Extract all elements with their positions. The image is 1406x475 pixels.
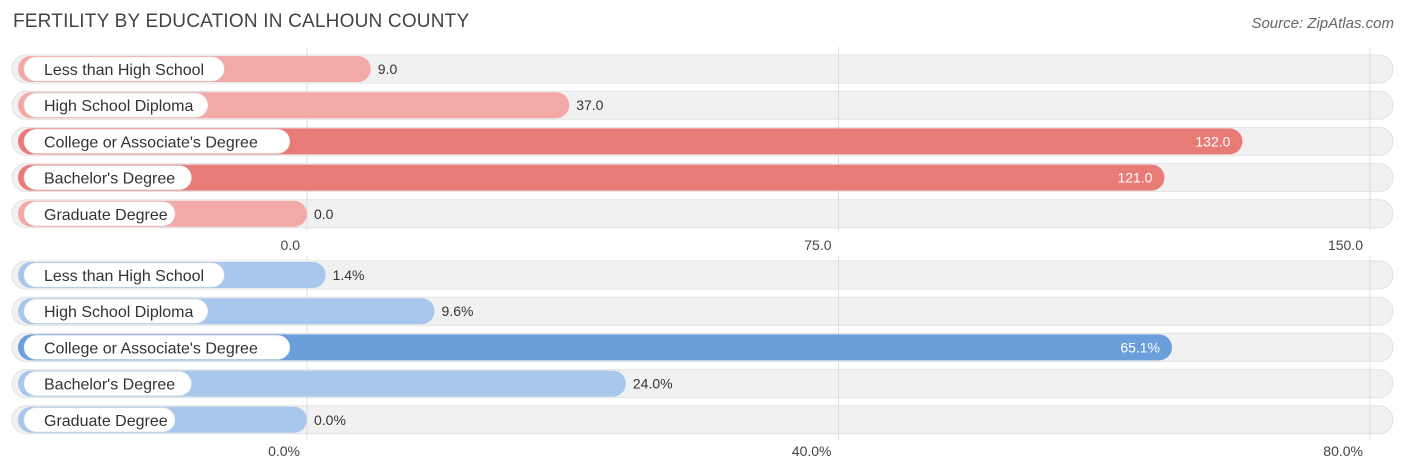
category-pill [23, 92, 209, 118]
category-pill [23, 371, 192, 396]
category-label: College or Associate's Degree [44, 134, 258, 151]
tick-label: 0.0 [281, 237, 301, 253]
tick-label: 150.0 [1328, 237, 1363, 253]
bar-college-or-associate-s-degree [18, 128, 1243, 155]
value-label: 132.0 [1195, 133, 1230, 149]
value-label: 9.0 [378, 61, 398, 77]
chart-title: FERTILITY BY EDUCATION IN CALHOUN COUNTY [13, 11, 470, 32]
value-label: 9.6% [442, 303, 474, 319]
tick-label: 80.0% [1323, 443, 1363, 459]
category-pill [23, 165, 192, 190]
category-label: College or Associate's Degree [44, 340, 258, 357]
category-label: Less than High School [44, 62, 204, 79]
value-label: 0.0 [314, 206, 334, 222]
category-label: Graduate Degree [44, 413, 168, 430]
tick-label: 40.0% [792, 443, 832, 459]
bar-college-or-associate-s-degree [18, 334, 1173, 361]
tick-label: 75.0 [804, 237, 831, 253]
value-label: 65.1% [1120, 339, 1160, 355]
chart-panel-2: Less than High School 1.4% High School Dip… [11, 256, 1394, 459]
category-pill [23, 262, 225, 288]
row-background [11, 260, 1394, 290]
category-label: High School Diploma [44, 98, 194, 115]
source-note: Source: ZipAtlas.com [1251, 15, 1394, 32]
value-label: 37.0 [576, 97, 603, 113]
row-background [11, 405, 1394, 435]
bar-bachelor-s-degree [18, 164, 1165, 191]
value-label: 1.4% [333, 267, 365, 283]
category-pill [23, 201, 176, 227]
category-pill [23, 298, 209, 324]
value-label: 121.0 [1117, 170, 1152, 186]
value-label: 24.0% [633, 376, 673, 392]
category-label: Bachelor's Degree [44, 171, 175, 188]
value-label: 0.0% [314, 412, 346, 428]
category-pill [23, 335, 291, 360]
category-label: Graduate Degree [44, 207, 168, 224]
category-pill [23, 129, 291, 154]
category-pill [23, 56, 225, 82]
row-background [11, 199, 1394, 229]
tick-label: 0.0% [268, 443, 300, 459]
category-label: High School Diploma [44, 304, 194, 321]
category-pill [23, 407, 176, 433]
category-label: Less than High School [44, 268, 204, 285]
category-label: Bachelor's Degree [44, 377, 175, 394]
chart-panel-1: Less than High School 9.0 High School Dipl… [11, 47, 1394, 253]
